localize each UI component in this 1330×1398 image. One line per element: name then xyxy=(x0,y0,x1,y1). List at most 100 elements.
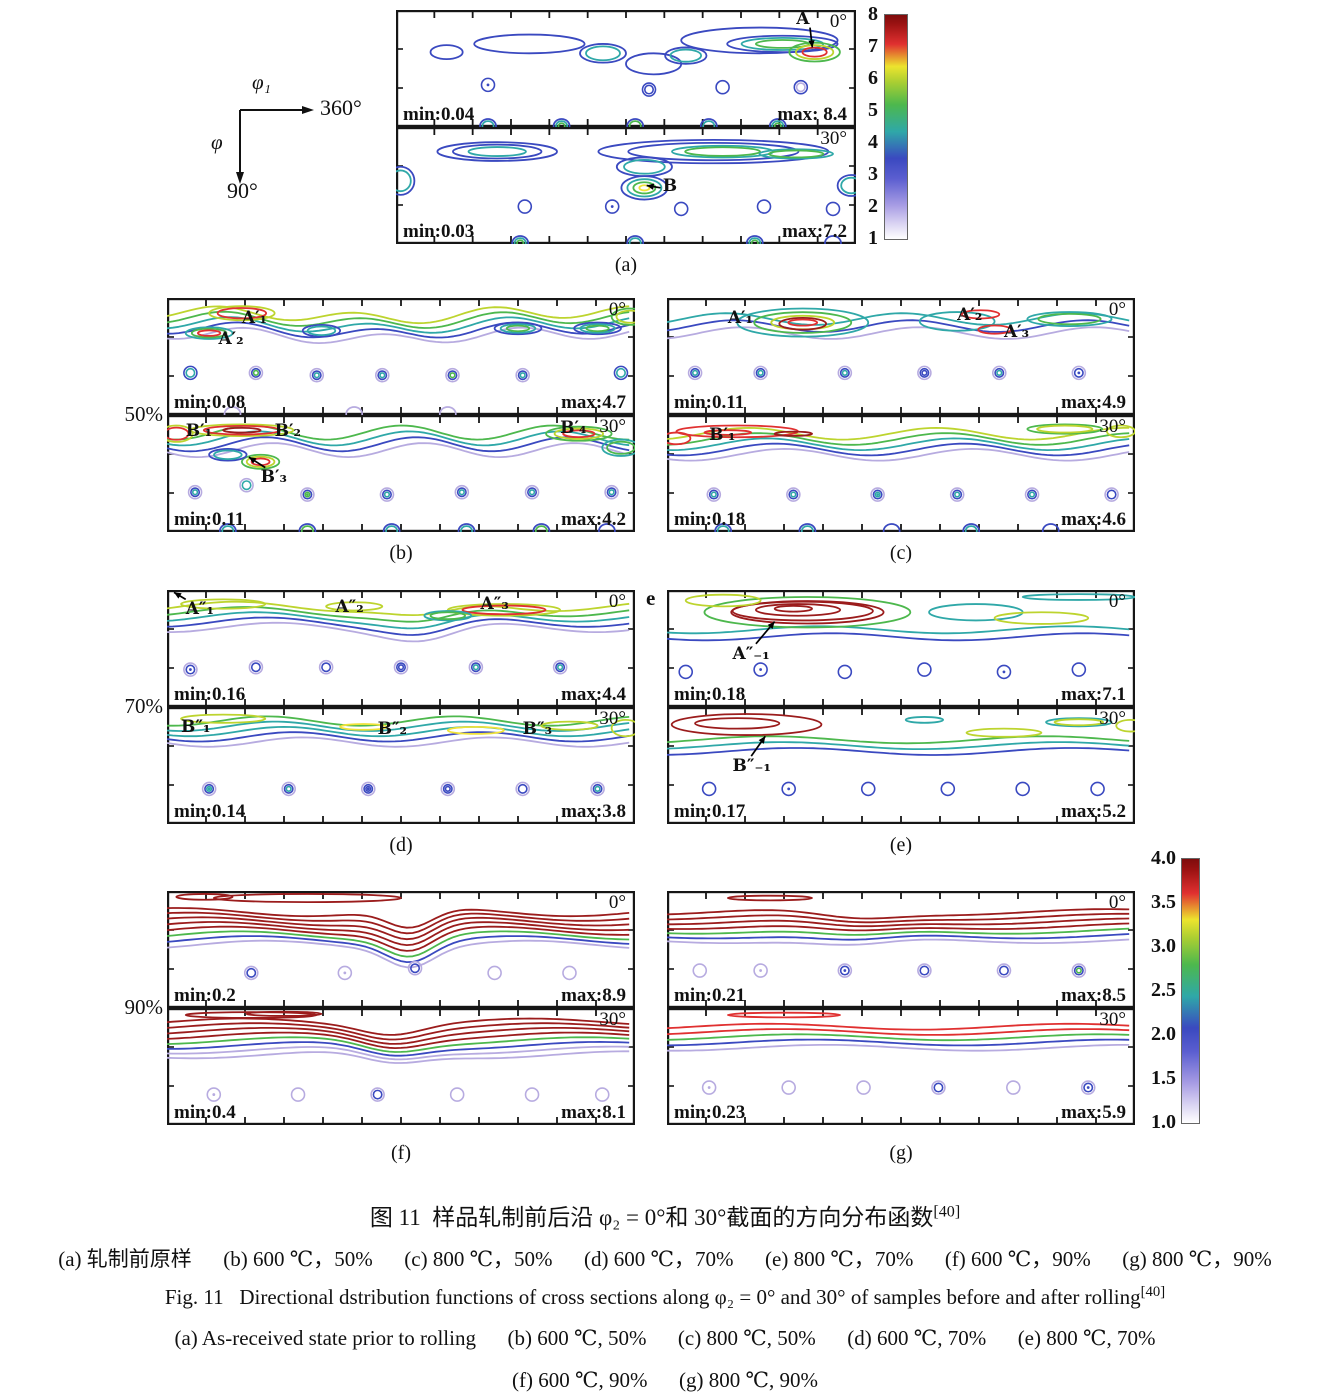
panel-d: A″₁ A″₂ A″₃ min:0.16 max:4.4 0° B″₁ B″₂ B″₃ min:0… xyxy=(167,590,635,824)
peak-label: A″₁ xyxy=(185,598,214,619)
peak-label: B xyxy=(662,176,678,197)
min-value-label: min:0.2 xyxy=(174,985,236,1006)
peak-label: A′₂ xyxy=(957,305,983,326)
peak-label: A′₂ xyxy=(218,328,244,349)
peak-label: B″₁ xyxy=(181,716,211,737)
subplot-c-1: B′₁ min:0.18 max:4.6 30° xyxy=(667,415,1135,532)
peak-label: A″₋₁ xyxy=(732,644,770,665)
contour-plot-svg xyxy=(667,1008,1135,1125)
phi-axis-label: φ xyxy=(211,130,223,154)
min-value-label: min:0.4 xyxy=(174,1102,236,1123)
peak-label: B″₃ xyxy=(522,719,553,740)
colorbar-fg-tick: 2.5 xyxy=(1151,979,1176,1001)
section-angle-label: 30° xyxy=(820,128,847,149)
subplot-f-0: min:0.2 max:8.9 0° xyxy=(167,891,635,1008)
min-value-label: min:0.14 xyxy=(174,801,246,822)
caption-chinese-ref: [40] xyxy=(933,1203,961,1221)
contour-plot-svg xyxy=(167,891,635,1008)
caption-english-ref: [40] xyxy=(1140,1284,1166,1300)
subplot-g-1: min:0.23 max:5.9 30° xyxy=(667,1008,1135,1125)
panel-e-corner-letter: e xyxy=(646,586,656,610)
peak-label: B′₂ xyxy=(274,421,301,442)
colorbar-a-tick: 8 xyxy=(868,3,878,25)
min-value-label: min:0.18 xyxy=(674,509,746,530)
panel-caption-f: (f) xyxy=(391,1142,411,1164)
contour-plot-svg xyxy=(167,590,635,707)
min-value-label: min:0.17 xyxy=(674,801,746,822)
section-angle-label: 0° xyxy=(829,11,847,32)
panel-g: min:0.21 max:8.5 0° min:0.23 max:5.9 30° xyxy=(667,891,1135,1125)
colorbar-fg: 4.0 3.5 3.0 2.5 2.0 1.5 1.0 xyxy=(1140,848,1200,1140)
max-value-label: max:4.7 xyxy=(561,392,626,413)
max-value-label: max:4.9 xyxy=(1061,392,1126,413)
contour-plot-svg xyxy=(167,415,635,532)
colorbar-fg-gradient-strip xyxy=(1181,858,1200,1124)
peak-label: A′₁ xyxy=(727,307,753,328)
contour-plot-svg xyxy=(167,1008,635,1125)
max-value-label: max:8.1 xyxy=(561,1102,626,1123)
panel-caption-c: (c) xyxy=(889,542,913,564)
section-angle-label: 0° xyxy=(1108,892,1126,913)
colorbar-a-tick: 5 xyxy=(868,99,878,121)
contour-plot-svg xyxy=(667,298,1135,415)
peak-label: B″₂ xyxy=(377,719,408,740)
panel-caption-d: (d) xyxy=(389,834,413,856)
contour-plot-svg xyxy=(167,707,635,824)
subplot-d-1: B″₁ B″₂ B″₃ min:0.14 max:3.8 30° xyxy=(167,707,635,824)
min-value-label: min:0.03 xyxy=(403,221,475,242)
row-label-70pct: 70% xyxy=(124,694,164,718)
caption-english-list-2: (f) 600 ℃, 90% (g) 800 ℃, 90% xyxy=(512,1368,818,1392)
section-angle-label: 30° xyxy=(599,708,626,729)
subplot-e-1: B″₋₁ min:0.17 max:5.2 30° xyxy=(667,707,1135,824)
colorbar-a-tick: 3 xyxy=(868,163,878,185)
contour-plot-svg xyxy=(667,707,1135,824)
colorbar-fg-tick: 1.5 xyxy=(1151,1067,1176,1089)
max-value-label: max:4.2 xyxy=(561,509,626,530)
panel-b: A′₁ A′₂ min:0.08 max:4.7 0° B′₁ B′₂ B′₃ B′₄ min:0… xyxy=(167,298,635,532)
min-value-label: min:0.11 xyxy=(674,392,745,413)
phi1-axis-end-label: 360° xyxy=(320,95,362,120)
caption-chinese-list: (a) 轧制前原样 (b) 600 ℃，50% (c) 800 ℃，50% (d… xyxy=(58,1247,1272,1271)
section-angle-label: 0° xyxy=(608,299,626,320)
peak-label: B′₁ xyxy=(709,424,736,445)
subplot-b-0: A′₁ A′₂ min:0.08 max:4.7 0° xyxy=(167,298,635,415)
colorbar-fg-tick: 3.5 xyxy=(1151,891,1176,913)
max-value-label: max:4.4 xyxy=(561,684,626,705)
row-label-90pct: 90% xyxy=(124,995,164,1019)
phi-axis-end-label: 90° xyxy=(227,178,258,203)
peak-label: A′₃ xyxy=(1003,321,1030,342)
caption-english-title-text: Fig. 11 Directional dstribution function… xyxy=(164,1285,1141,1309)
section-angle-label: 0° xyxy=(608,591,626,612)
subplot-c-0: A′₁ A′₂ A′₃ min:0.11 max:4.9 0° xyxy=(667,298,1135,415)
max-value-label: max:8.5 xyxy=(1061,985,1126,1006)
contour-plot-svg xyxy=(396,127,856,244)
colorbar-a-tick: 7 xyxy=(868,35,878,57)
contour-plot-svg xyxy=(396,10,856,127)
subplot-d-0: A″₁ A″₂ A″₃ min:0.16 max:4.4 0° xyxy=(167,590,635,707)
colorbar-a: 8 7 6 5 4 3 2 1 xyxy=(852,3,908,248)
caption-chinese-title-text: 图 11 样品轧制前后沿 φ₂ = 0°和 30°截面的方向分布函数 xyxy=(369,1205,934,1230)
colorbar-a-gradient-strip xyxy=(884,14,908,240)
min-value-label: min:0.23 xyxy=(674,1102,746,1123)
peak-label: A xyxy=(796,9,810,30)
panel-f: min:0.2 max:8.9 0° min:0.4 max:8.1 30° xyxy=(167,891,635,1125)
caption-english-list-1: (a) As-received state prior to rolling (… xyxy=(174,1326,1156,1350)
section-angle-label: 30° xyxy=(599,416,626,437)
contour-plot-svg xyxy=(667,415,1135,532)
min-value-label: min:0.16 xyxy=(174,684,246,705)
colorbar-a-tick: 2 xyxy=(868,195,878,217)
peak-label: A″₃ xyxy=(480,593,509,614)
section-angle-label: 30° xyxy=(1099,708,1126,729)
colorbar-fg-tick: 2.0 xyxy=(1151,1023,1176,1045)
colorbar-a-tick: 4 xyxy=(868,131,878,153)
panel-caption-a: (a) xyxy=(614,254,638,276)
subplot-f-1: min:0.4 max:8.1 30° xyxy=(167,1008,635,1125)
min-value-label: min:0.21 xyxy=(674,985,746,1006)
min-value-label: min:0.08 xyxy=(174,392,246,413)
max-value-label: max:4.6 xyxy=(1061,509,1126,530)
section-angle-label: 30° xyxy=(599,1009,626,1030)
subplot-g-0: min:0.21 max:8.5 0° xyxy=(667,891,1135,1008)
